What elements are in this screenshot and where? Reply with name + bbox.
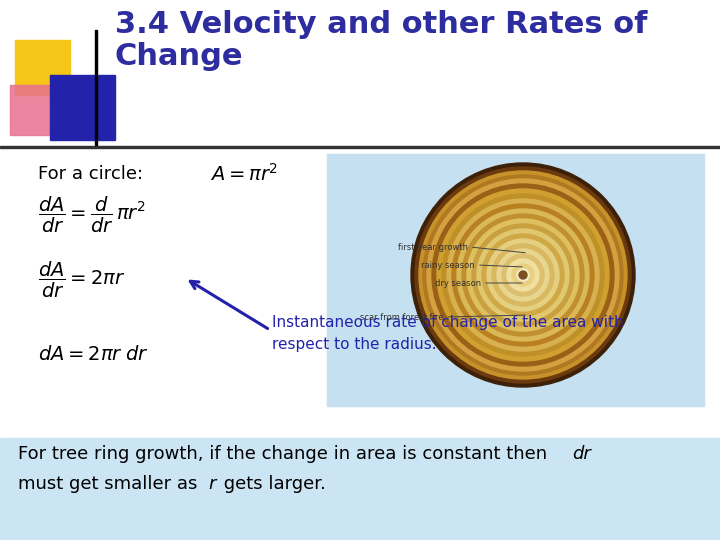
- Text: Change: Change: [115, 42, 243, 71]
- Text: must get smaller as: must get smaller as: [18, 475, 203, 493]
- Circle shape: [452, 204, 594, 346]
- Text: Instantaneous rate of change of the area with
respect to the radius.: Instantaneous rate of change of the area…: [272, 315, 624, 352]
- Bar: [15, 40, 70, 95]
- Text: dry season: dry season: [435, 279, 481, 287]
- Text: $A = \pi r^2$: $A = \pi r^2$: [210, 163, 278, 185]
- Circle shape: [497, 249, 549, 301]
- Circle shape: [517, 269, 529, 281]
- Circle shape: [519, 271, 527, 279]
- Bar: [328, 155, 703, 405]
- Bar: [95, 30, 97, 145]
- Circle shape: [512, 264, 534, 286]
- Text: For a circle:: For a circle:: [38, 165, 143, 183]
- Circle shape: [507, 259, 539, 291]
- Circle shape: [472, 224, 574, 326]
- Text: $dA = 2\pi r\;dr$: $dA = 2\pi r\;dr$: [38, 345, 148, 364]
- Bar: [10, 85, 65, 135]
- Circle shape: [487, 239, 559, 311]
- Text: gets larger.: gets larger.: [218, 475, 326, 493]
- Text: rainy season: rainy season: [421, 260, 475, 269]
- Circle shape: [411, 163, 635, 387]
- Circle shape: [502, 254, 544, 296]
- Circle shape: [457, 209, 589, 341]
- Circle shape: [442, 194, 604, 356]
- Circle shape: [415, 167, 631, 383]
- Circle shape: [462, 214, 584, 336]
- Text: scar from forest fire: scar from forest fire: [359, 313, 443, 321]
- Bar: [0, 146, 720, 148]
- Circle shape: [467, 219, 579, 331]
- Bar: [50, 75, 115, 140]
- Circle shape: [447, 199, 599, 351]
- Bar: [0, 438, 720, 540]
- Text: 3.4 Velocity and other Rates of: 3.4 Velocity and other Rates of: [115, 10, 647, 39]
- Circle shape: [492, 244, 554, 306]
- Circle shape: [482, 234, 564, 316]
- Text: dr: dr: [572, 445, 590, 463]
- Circle shape: [427, 179, 619, 371]
- Text: r: r: [208, 475, 215, 493]
- Circle shape: [423, 175, 623, 375]
- Text: For tree ring growth, if the change in area is constant then: For tree ring growth, if the change in a…: [18, 445, 553, 463]
- Circle shape: [477, 229, 569, 321]
- Text: $\dfrac{dA}{dr} = \dfrac{d}{dr}\,\pi r^2$: $\dfrac{dA}{dr} = \dfrac{d}{dr}\,\pi r^2…: [38, 195, 146, 235]
- Text: first year growth: first year growth: [398, 242, 468, 252]
- Text: $\dfrac{dA}{dr} = 2\pi r$: $\dfrac{dA}{dr} = 2\pi r$: [38, 260, 125, 300]
- Circle shape: [432, 184, 614, 366]
- Circle shape: [437, 189, 609, 361]
- Circle shape: [419, 171, 627, 379]
